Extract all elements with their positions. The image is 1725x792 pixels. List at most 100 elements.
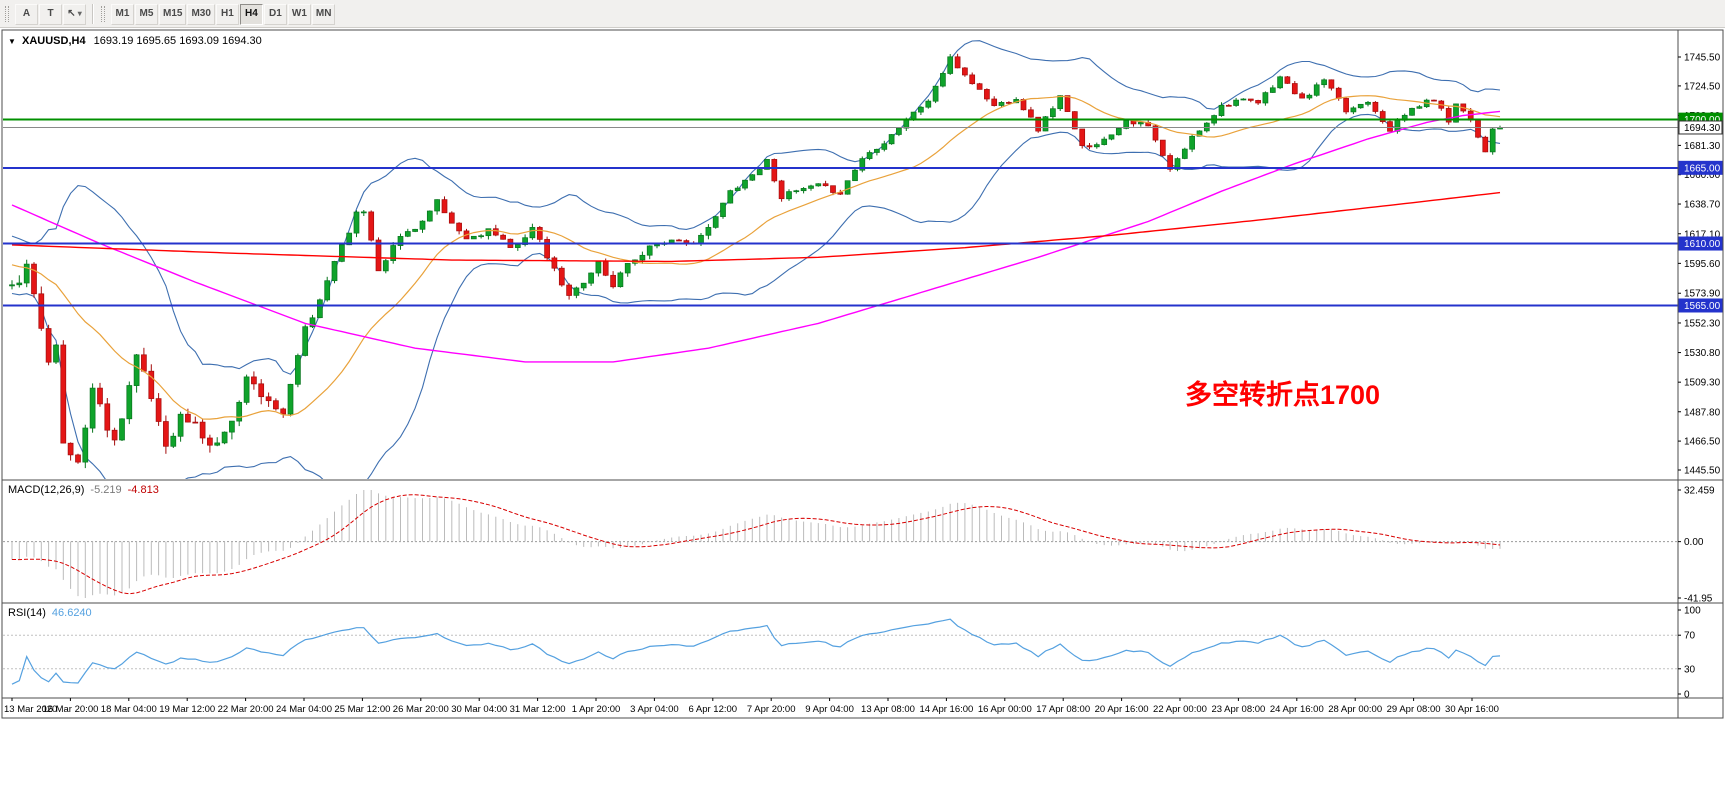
candle-body — [404, 231, 411, 237]
candle-body — [588, 272, 594, 284]
timeframe-button-d1[interactable]: D1 — [263, 3, 287, 25]
candle-body — [448, 212, 455, 224]
candle-body — [580, 282, 587, 289]
timeframe-button-m30[interactable]: M30 — [187, 3, 215, 25]
rsi-axis-label: 30 — [1684, 664, 1696, 675]
time-label: 7 Apr 20:00 — [747, 704, 796, 715]
candle-body — [1079, 128, 1086, 146]
rsi-axis-label: 70 — [1684, 631, 1696, 642]
price-tick-label: 1530.80 — [1684, 348, 1721, 359]
candle-body — [382, 260, 389, 272]
cursor-icon: ↖ — [67, 8, 76, 19]
candle-body — [654, 243, 660, 247]
candle-body — [602, 261, 609, 276]
candle-body — [1343, 98, 1349, 113]
svg-text:1610.00: 1610.00 — [1684, 239, 1721, 250]
candle-body — [573, 287, 580, 296]
candle-body — [1086, 145, 1093, 148]
timeframe-button-mn[interactable]: MN — [311, 3, 336, 25]
price-tick-label: 1573.90 — [1684, 289, 1721, 300]
timeframe-button-m15[interactable]: M15 — [159, 3, 187, 25]
price-tick-label: 1509.30 — [1684, 378, 1721, 389]
candle-body — [1035, 116, 1042, 132]
time-label: 19 Mar 12:00 — [159, 704, 215, 715]
candle-body — [771, 159, 778, 182]
candle-body — [786, 191, 792, 200]
timeframe-button-h1[interactable]: H1 — [215, 3, 239, 25]
candle-body — [646, 245, 653, 256]
candles-layer[interactable] — [9, 53, 1503, 469]
candle-body — [258, 383, 265, 398]
candle-body — [207, 437, 213, 446]
candle-body — [888, 134, 895, 145]
candle-body — [617, 272, 624, 288]
candle-body — [192, 421, 199, 424]
candle-body — [148, 370, 155, 399]
price-tick-label: 1552.30 — [1684, 318, 1721, 329]
candle-body — [712, 216, 719, 228]
time-label: 22 Mar 20:00 — [218, 704, 274, 715]
candle-body — [676, 239, 682, 242]
time-label: 23 Apr 08:00 — [1211, 704, 1265, 715]
timeframe-button-w1[interactable]: W1 — [287, 3, 311, 25]
chart-canvas[interactable]: 多空转折点17001745.501724.501703.001681.30166… — [0, 28, 1725, 792]
macd-axis-label: 32.459 — [1684, 486, 1715, 497]
timeframe-button-m1[interactable]: M1 — [111, 3, 134, 25]
candle-body — [426, 210, 433, 222]
candle-body — [874, 148, 880, 153]
candle-body — [412, 228, 418, 232]
price-tag-1665.00: 1665.00 — [1678, 160, 1723, 175]
candle-body — [500, 234, 506, 240]
chart-window-background[interactable] — [2, 30, 1723, 718]
candle-body — [360, 211, 367, 214]
candle-body — [273, 400, 279, 410]
candle-body — [199, 421, 206, 439]
candle-body — [705, 227, 712, 236]
rsi-axis-label: 0 — [1684, 690, 1690, 701]
time-label: 26 Mar 20:00 — [393, 704, 449, 715]
timeframe-button-h4[interactable]: H4 — [239, 3, 263, 25]
candle-body — [243, 376, 250, 403]
candle-body — [976, 83, 983, 90]
candle-body — [1387, 121, 1393, 132]
chart-dropdown-icon[interactable]: ▼ — [8, 37, 16, 46]
candle-body — [925, 100, 932, 108]
candle-body — [1357, 103, 1364, 109]
rsi-label: RSI(14) 46.6240 — [8, 607, 92, 619]
candle-body — [397, 236, 404, 246]
candle-body — [1313, 84, 1320, 96]
candle-body — [353, 211, 360, 234]
candle-body — [800, 188, 807, 192]
price-tag-1610.00: 1610.00 — [1678, 236, 1723, 251]
candle-body — [742, 179, 748, 189]
price-tick-label: 1638.70 — [1684, 200, 1721, 211]
candle-body — [331, 261, 338, 282]
candle-body — [954, 56, 961, 69]
candle-body — [844, 180, 851, 195]
candle-body — [390, 245, 397, 261]
annotation-text[interactable]: 多空转折点1700 — [1185, 379, 1380, 410]
candle-body — [1093, 144, 1100, 148]
time-label: 24 Mar 04:00 — [276, 704, 332, 715]
candle-body — [756, 169, 763, 176]
chevron-down-icon: ▾ — [77, 9, 82, 18]
text-label-tool-button[interactable]: T — [39, 3, 62, 25]
candle-body — [1489, 128, 1496, 153]
cursor-tool-button[interactable]: ↖ ▾ — [63, 3, 86, 25]
candle-body — [1445, 108, 1452, 123]
candle-body — [529, 227, 536, 239]
timeframe-button-m5[interactable]: M5 — [135, 3, 158, 25]
candle-body — [896, 127, 902, 135]
candle-body — [1482, 136, 1489, 153]
candle-body — [566, 284, 572, 296]
price-tag-1565.00: 1565.00 — [1678, 298, 1723, 313]
candle-body — [265, 396, 272, 402]
toolbar-drag-handle-2[interactable] — [101, 6, 105, 22]
text-annotation-tool-button[interactable]: A — [15, 3, 38, 25]
candle-body — [969, 74, 976, 85]
candle-body — [962, 67, 968, 76]
chart-window-frame — [1, 29, 1724, 719]
candle-body — [1159, 139, 1166, 156]
toolbar-drag-handle[interactable] — [5, 6, 9, 22]
time-label: 3 Apr 04:00 — [630, 704, 679, 715]
